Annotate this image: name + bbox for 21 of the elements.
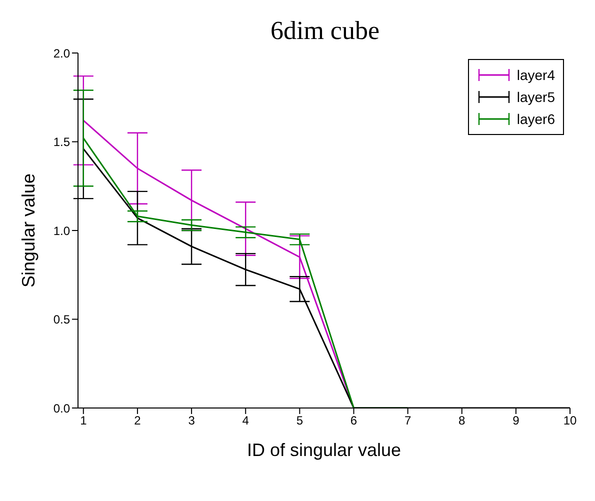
chart-title: 6dim cube bbox=[269, 16, 381, 46]
legend-label: layer6 bbox=[516, 111, 555, 127]
y-tick-label: 0.5 bbox=[53, 312, 70, 327]
x-tick-label: 9 bbox=[512, 414, 520, 428]
x-tick-label: 2 bbox=[134, 414, 142, 428]
y-tick-label: 1.0 bbox=[53, 224, 70, 238]
x-axis-title: ID of singular value bbox=[246, 440, 402, 460]
x-tick-label: 6 bbox=[350, 414, 358, 428]
legend-label: layer5 bbox=[516, 89, 555, 105]
y-tick-label: 0.0 bbox=[53, 401, 70, 416]
x-tick-label: 8 bbox=[458, 414, 466, 428]
y-tick-label: 2.0 bbox=[53, 46, 70, 60]
x-tick-label: 1 bbox=[80, 414, 88, 428]
x-tick-label: 7 bbox=[404, 414, 412, 428]
x-tick-label: 3 bbox=[188, 414, 196, 428]
x-tick-label: 4 bbox=[242, 414, 250, 428]
legend-label: layer4 bbox=[516, 67, 555, 83]
y-axis-title: Singular value bbox=[18, 173, 38, 288]
x-tick-label: 5 bbox=[296, 414, 304, 428]
x-tick-label: 10 bbox=[563, 414, 577, 428]
y-tick-label: 1.5 bbox=[53, 135, 70, 150]
